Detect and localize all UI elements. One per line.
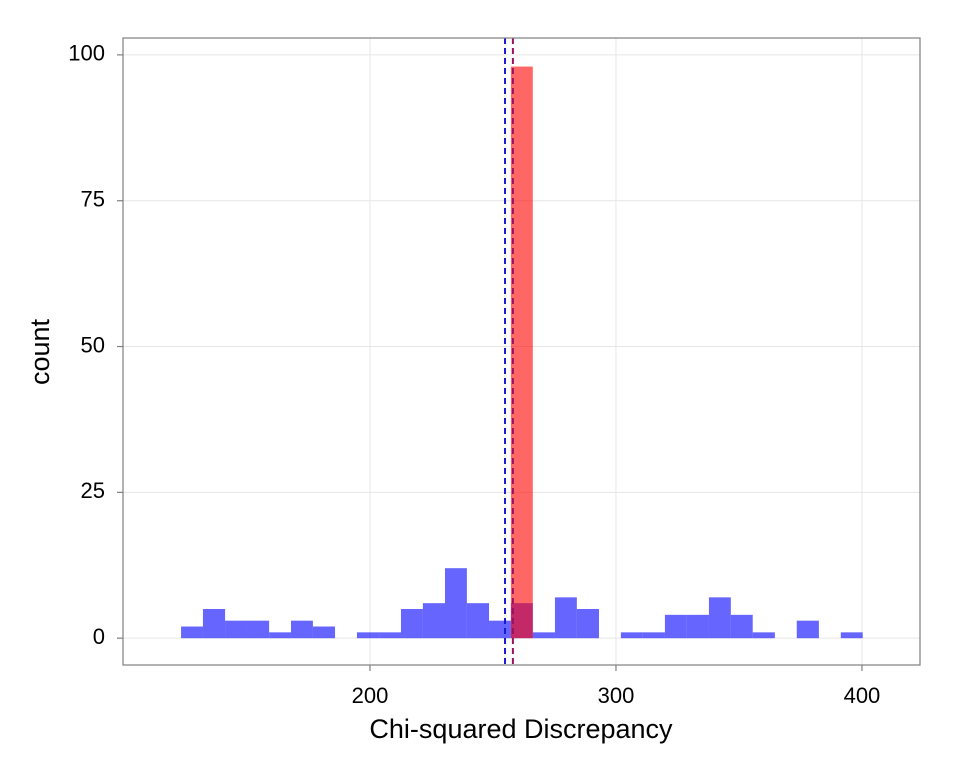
histogram-bar — [202, 609, 226, 639]
panel-border — [122, 37, 921, 666]
histogram-bar — [312, 626, 336, 639]
y-axis-title: count — [25, 318, 55, 385]
histogram-bar — [840, 632, 863, 639]
y-tick-label: 75 — [81, 187, 105, 212]
histogram-bar — [686, 614, 709, 639]
histogram-bar — [730, 614, 753, 639]
histogram-bar — [269, 632, 292, 639]
histogram-bar — [554, 597, 577, 639]
histogram-bar — [796, 620, 819, 639]
x-tick-label: 400 — [844, 683, 881, 708]
histogram-bar — [444, 568, 467, 639]
histogram-bar — [246, 620, 270, 639]
histogram-bar — [225, 620, 247, 639]
y-tick-label: 0 — [93, 624, 105, 649]
histogram-bar — [291, 620, 313, 639]
x-tick-label: 200 — [352, 683, 389, 708]
histogram-bar — [489, 620, 511, 639]
x-axis-title: Chi-squared Discrepancy — [369, 714, 673, 744]
histogram-bar — [664, 614, 687, 639]
histogram-bar — [400, 609, 423, 639]
y-tick-label: 50 — [81, 332, 105, 357]
marks — [181, 38, 863, 665]
histogram-bar — [708, 597, 731, 639]
histogram-bar — [466, 603, 490, 639]
histogram-bar — [576, 609, 599, 639]
histogram-bar — [379, 632, 401, 639]
histogram-bar — [532, 632, 555, 639]
histogram-bar — [510, 66, 533, 639]
histogram-bar — [620, 632, 643, 639]
x-tick-label: 300 — [598, 683, 635, 708]
histogram-bar — [642, 632, 665, 639]
y-tick-label: 100 — [68, 41, 105, 66]
histogram-bar — [356, 632, 380, 639]
histogram-bar — [181, 626, 203, 639]
histogram-bar — [752, 632, 775, 639]
y-tick-label: 25 — [81, 478, 105, 503]
histogram-bar — [422, 603, 445, 639]
